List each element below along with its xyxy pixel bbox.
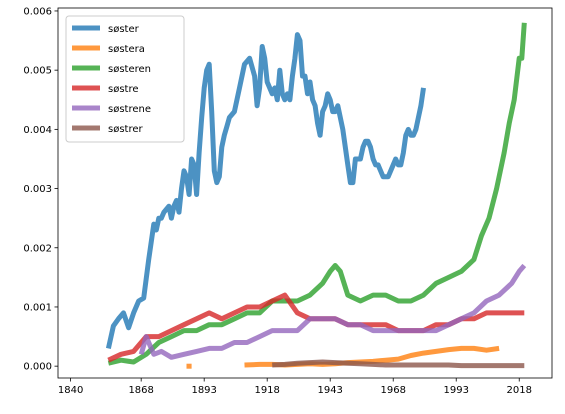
x-axis: 1840 1868 1893 1918 1943 1968 1993 2018 — [58, 378, 532, 396]
legend-label: søster — [108, 24, 140, 35]
legend-item-5: søstrene — [72, 104, 151, 115]
series-line-5-1 — [138, 263, 527, 360]
y-tick-label: 0.001 — [23, 302, 52, 313]
y-tick-label: 0.005 — [23, 66, 52, 77]
x-tick-label: 1918 — [254, 385, 279, 396]
legend: søster søstera søsteren søstre søstrene søstr… — [65, 15, 185, 143]
x-tick-label: 1893 — [191, 385, 216, 396]
legend-item-4: søstre — [72, 84, 139, 95]
series-layer — [105, 22, 527, 369]
y-tick-label: 0.003 — [23, 184, 52, 195]
x-tick-label: 1968 — [380, 385, 405, 396]
legend-label: søsteren — [108, 64, 151, 75]
x-tick-label: 1943 — [317, 385, 342, 396]
y-tick-label: 0.002 — [23, 243, 52, 254]
x-tick-label: 1840 — [58, 385, 83, 396]
x-tick-label: 1868 — [128, 385, 153, 396]
series-line-1-1 — [105, 32, 426, 349]
legend-label: søstrer — [108, 124, 144, 135]
series-6 — [272, 359, 525, 369]
series-1 — [105, 32, 426, 349]
legend-label: søstre — [108, 84, 139, 95]
legend-item-2: søstera — [72, 44, 145, 55]
series-3 — [107, 22, 527, 366]
plot-frame — [57, 7, 553, 379]
y-axis: 0.000 0.001 0.002 0.003 0.004 0.005 0.006 — [23, 6, 58, 373]
legend-label: søstrene — [108, 104, 151, 115]
x-tick-label: 2018 — [507, 385, 532, 396]
y-tick-label: 0.000 — [23, 362, 52, 373]
legend-item-6: søstrer — [72, 124, 144, 135]
series-line-3-1 — [107, 22, 527, 366]
legend-item-3: søsteren — [72, 64, 151, 75]
x-tick-label: 1993 — [443, 385, 468, 396]
legend-label: søstera — [108, 44, 145, 55]
series-5 — [138, 263, 527, 360]
legend-item-1: søster — [72, 24, 140, 35]
y-tick-label: 0.004 — [23, 125, 52, 136]
series-line-6-1 — [272, 359, 525, 369]
y-tick-label: 0.006 — [23, 6, 52, 17]
